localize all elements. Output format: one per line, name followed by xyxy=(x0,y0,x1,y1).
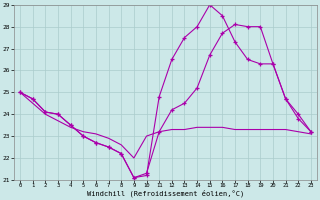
X-axis label: Windchill (Refroidissement éolien,°C): Windchill (Refroidissement éolien,°C) xyxy=(87,190,244,197)
